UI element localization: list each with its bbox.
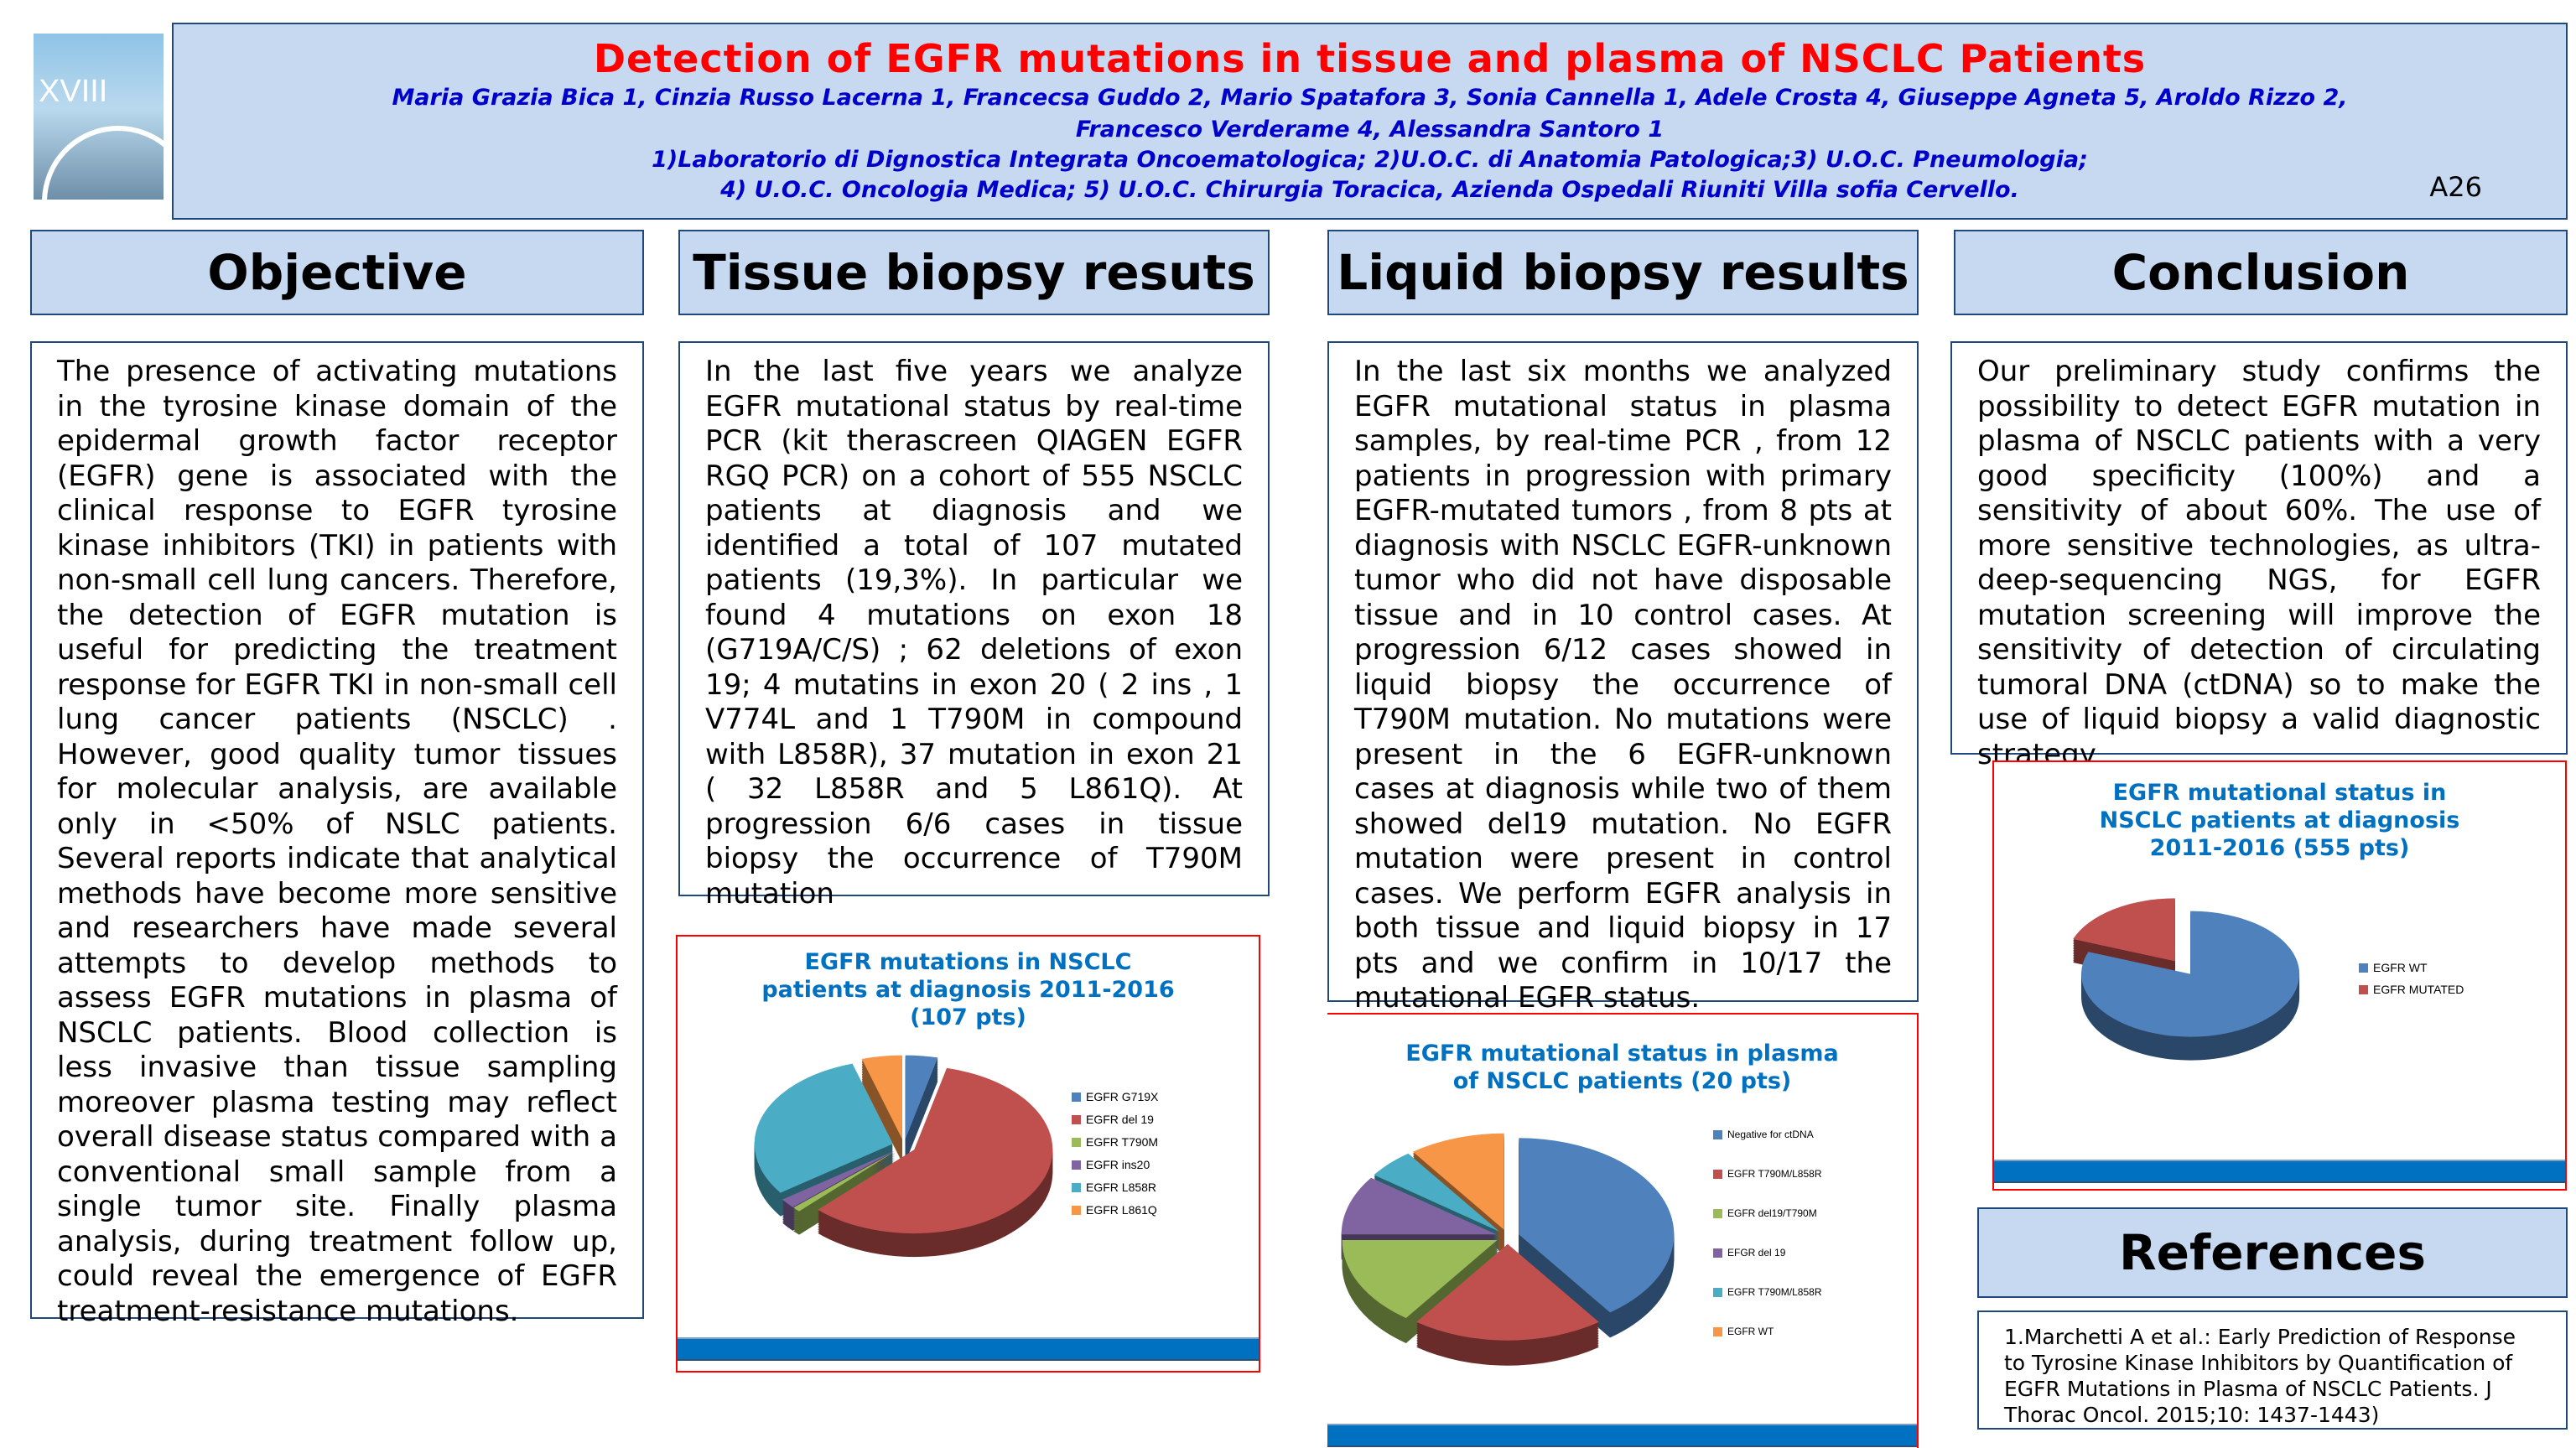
pie-slice-egfr-del-19 bbox=[818, 1067, 1053, 1234]
legend-item: EGFR WT bbox=[1713, 1326, 1822, 1337]
chart-footer-bar bbox=[1994, 1160, 2565, 1183]
legend-item: EGFR L861Q bbox=[1072, 1203, 1158, 1217]
tissue-text: In the last five years we analyze EGFR m… bbox=[678, 341, 1270, 911]
pie-slice-egfr-l858r bbox=[754, 1063, 893, 1193]
poster-header: Detection of EGFR mutations in tissue an… bbox=[172, 23, 2568, 220]
legend-item: EGFR del19/T790M bbox=[1713, 1207, 1822, 1219]
objective-heading: Objective bbox=[30, 230, 644, 315]
legend-label: EGFR WT bbox=[1727, 1326, 1774, 1337]
poster-code: A26 bbox=[2429, 171, 2482, 203]
tissue-mutations-pie-chart: EGFR mutations in NSCLC patients at diag… bbox=[676, 935, 1260, 1373]
logo-bridge-arch bbox=[42, 126, 164, 200]
objective-text: The presence of activating mutations in … bbox=[30, 341, 644, 1328]
affiliations-line-2: 4) U.O.C. Oncologia Medica; 5) U.O.C. Ch… bbox=[720, 177, 2019, 203]
chart-title: EGFR mutational status in plasma of NSCL… bbox=[1405, 1041, 1839, 1094]
chart-title: EGFR mutational status in NSCLC patients… bbox=[2099, 780, 2460, 861]
pie-slice-egfr-mutated bbox=[2073, 898, 2175, 962]
pie-slice-egfr-t790m-l858r bbox=[1374, 1153, 1500, 1232]
authors-line-1: Maria Grazia Bica 1, Cinzia Russo Lacern… bbox=[392, 85, 2348, 111]
legend-item: EGFR del 19 bbox=[1072, 1113, 1158, 1126]
legend-label: EGFR MUTATED bbox=[2373, 983, 2464, 996]
legend-label: EGFR T790M/L858R bbox=[1727, 1286, 1822, 1298]
conclusion-heading: Conclusion bbox=[1954, 230, 2568, 315]
legend-item: EGFR MUTATED bbox=[2359, 983, 2464, 996]
liquid-heading: Liquid biopsy results bbox=[1327, 230, 1919, 315]
legend-swatch bbox=[1072, 1137, 1081, 1147]
legend-item: EFGR del 19 bbox=[1713, 1247, 1822, 1259]
legend-label: Negative for ctDNA bbox=[1727, 1129, 1814, 1140]
pie-plot bbox=[754, 1055, 1053, 1258]
pie-slice-efgr-del-19 bbox=[1341, 1177, 1497, 1235]
references-heading: References bbox=[1977, 1207, 2568, 1298]
legend-label: EGFR ins20 bbox=[1086, 1158, 1150, 1171]
legend-label: EGFR T790M bbox=[1086, 1135, 1159, 1149]
congress-logo: XVIII bbox=[34, 34, 164, 200]
pie-slice-egfr-del19-t790m bbox=[1342, 1239, 1498, 1318]
legend-item: Negative for ctDNA bbox=[1713, 1129, 1822, 1140]
pie-slice-egfr-wt bbox=[1412, 1133, 1504, 1230]
legend-label: EFGR del 19 bbox=[1727, 1247, 1786, 1259]
legend-swatch bbox=[1072, 1160, 1081, 1170]
legend-swatch bbox=[1713, 1248, 1722, 1258]
plasma-status-pie-chart: EGFR mutational status in plasma of NSCL… bbox=[1327, 1013, 1919, 1448]
chart-legend: EGFR G719X EGFR del 19 EGFR T790M EGFR ins2… bbox=[1072, 1090, 1158, 1226]
legend-label: EGFR L858R bbox=[1086, 1181, 1157, 1194]
legend-swatch bbox=[1713, 1169, 1722, 1179]
authors-line-2: Francesco Verderame 4, Alessandra Santor… bbox=[1075, 117, 1665, 143]
pie-slice-egfr-t790m bbox=[793, 1150, 896, 1212]
logo-text: XVIII bbox=[39, 74, 108, 109]
legend-label: EGFR del 19 bbox=[1086, 1113, 1154, 1126]
legend-item: EGFR T790M bbox=[1072, 1135, 1158, 1149]
pie-plot bbox=[2073, 898, 2300, 1061]
pie-slice-egfr-ins20 bbox=[782, 1150, 896, 1207]
legend-swatch bbox=[1072, 1205, 1081, 1215]
pie-slice-negative-for-ctdna bbox=[1519, 1138, 1675, 1313]
chart-legend: Negative for ctDNA EGFR T790M/L858R EGFR d… bbox=[1713, 1129, 1822, 1365]
pie-slice-egfr-wt bbox=[2081, 911, 2300, 1037]
legend-item: EGFR ins20 bbox=[1072, 1158, 1158, 1171]
legend-swatch bbox=[1713, 1129, 1722, 1139]
pie-slice-egfr-l861q bbox=[861, 1055, 902, 1139]
chart-footer-bar bbox=[1327, 1424, 1917, 1447]
legend-item: EGFR WT bbox=[2359, 961, 2464, 974]
legend-swatch bbox=[2359, 984, 2368, 994]
legend-label: EGFR G719X bbox=[1086, 1090, 1159, 1103]
legend-swatch bbox=[1072, 1182, 1081, 1192]
legend-label: EGFR T790M/L858R bbox=[1727, 1168, 1822, 1180]
legend-label: EGFR WT bbox=[2373, 961, 2428, 974]
chart-legend: EGFR WT EGFR MUTATED bbox=[2359, 961, 2464, 1004]
legend-label: EGFR L861Q bbox=[1086, 1203, 1157, 1217]
legend-swatch bbox=[1713, 1208, 1722, 1218]
chart-title: EGFR mutations in NSCLC patients at diag… bbox=[761, 949, 1175, 1030]
pie-slice-egfr-t790m-l858r bbox=[1416, 1243, 1599, 1341]
pie-plot bbox=[1341, 1133, 1675, 1366]
legend-label: EGFR del19/T790M bbox=[1727, 1207, 1817, 1219]
legend-item: EGFR T790M/L858R bbox=[1713, 1168, 1822, 1180]
poster-title: Detection of EGFR mutations in tissue an… bbox=[593, 36, 2147, 81]
diagnosis-status-pie-chart: EGFR mutational status in NSCLC patients… bbox=[1992, 760, 2567, 1191]
conclusion-text: Our preliminary study confirms the possi… bbox=[1950, 341, 2568, 771]
legend-swatch bbox=[1713, 1326, 1722, 1336]
chart-footer-bar bbox=[678, 1337, 1259, 1361]
pie-slice-egfr-g719x bbox=[905, 1055, 938, 1139]
legend-swatch bbox=[1072, 1114, 1081, 1124]
tissue-heading: Tissue biopsy resuts bbox=[678, 230, 1270, 315]
references-text: 1.Marchetti A et al.: Early Prediction o… bbox=[1977, 1310, 2568, 1430]
legend-item: EGFR T790M/L858R bbox=[1713, 1286, 1822, 1298]
legend-swatch bbox=[1713, 1287, 1722, 1297]
legend-item: EGFR G719X bbox=[1072, 1090, 1158, 1103]
affiliations-line-1: 1)Laboratorio di Dignostica Integrata On… bbox=[652, 147, 2088, 173]
legend-item: EGFR L858R bbox=[1072, 1181, 1158, 1194]
legend-swatch bbox=[1072, 1092, 1081, 1102]
liquid-text: In the last six months we analyzed EGFR … bbox=[1327, 341, 1919, 1015]
legend-swatch bbox=[2359, 963, 2368, 973]
